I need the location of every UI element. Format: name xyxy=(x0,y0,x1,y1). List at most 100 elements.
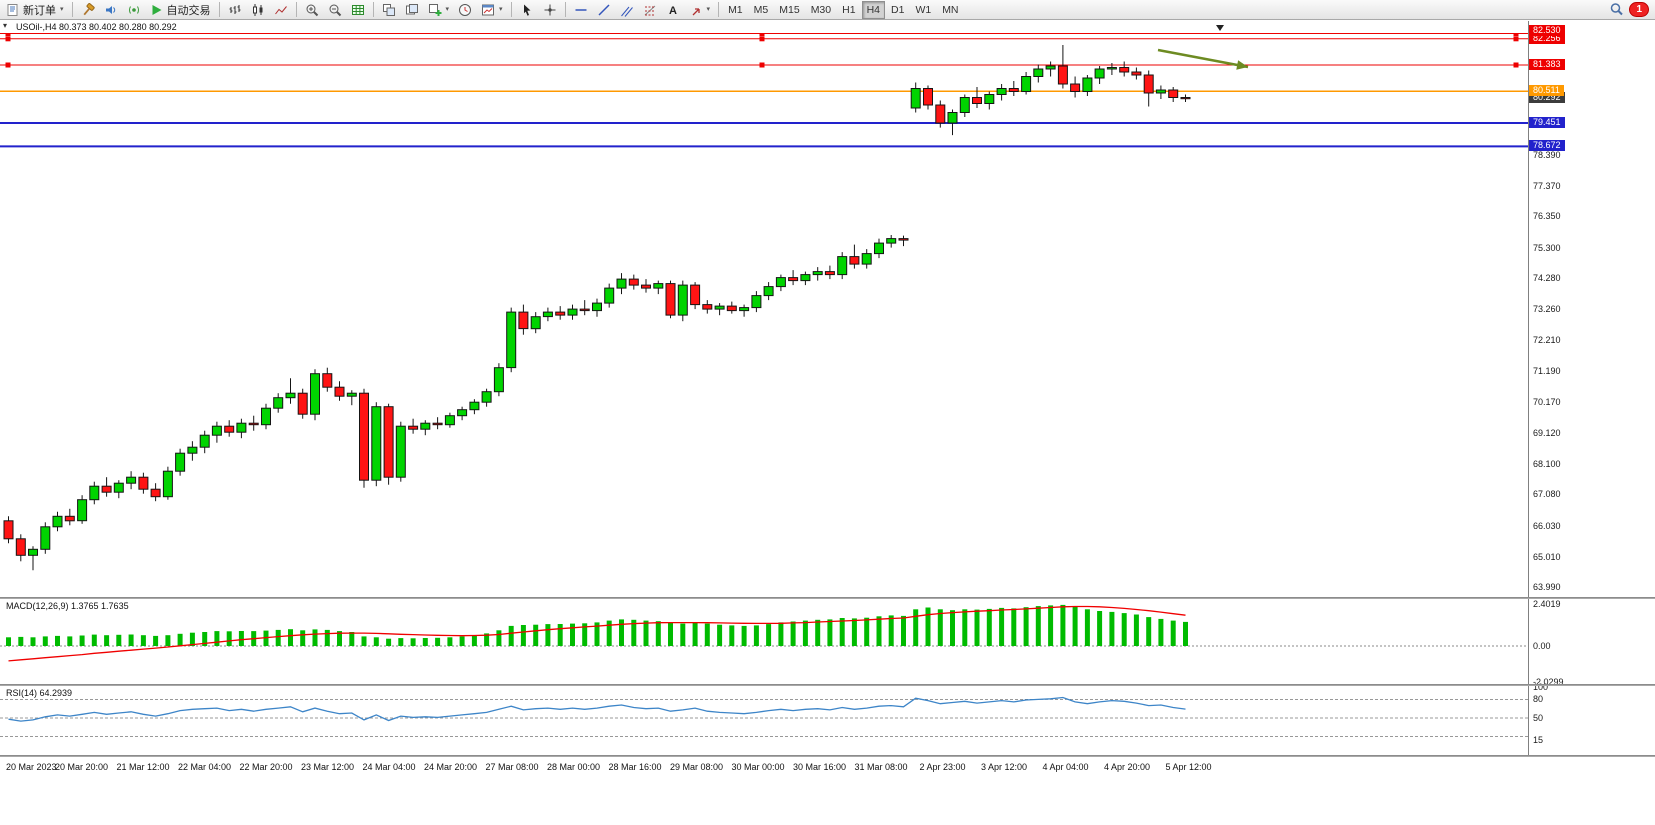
zoom-in-icon xyxy=(306,4,318,16)
separator xyxy=(510,2,512,17)
timeframe-m15-button[interactable]: M15 xyxy=(774,1,804,19)
macd-chart[interactable] xyxy=(0,599,1528,684)
time-axis-label: 20 Mar 20:00 xyxy=(54,762,109,772)
fibonacci-button[interactable] xyxy=(639,1,661,19)
new-order-button[interactable]: 新订单 ▾ xyxy=(2,1,68,19)
broadcast-button[interactable] xyxy=(123,1,145,19)
time-axis-label: 20 Mar 2023 xyxy=(6,762,57,772)
time-axis-label: 2 Apr 23:00 xyxy=(919,762,966,772)
search-icon xyxy=(1611,3,1624,16)
auto-trading-label: 自动交易 xyxy=(166,4,211,17)
time-axis-label: 3 Apr 12:00 xyxy=(980,762,1028,772)
time-axis-label: 22 Mar 04:00 xyxy=(177,762,232,772)
rsi-axis-tick: 80 xyxy=(1533,694,1544,705)
crosshair-button[interactable] xyxy=(539,1,561,19)
time-axis-label: 21 Mar 12:00 xyxy=(116,762,170,772)
rsi-label: RSI(14) 64.2939 xyxy=(6,688,73,698)
timeframe-h1-button[interactable]: H1 xyxy=(837,1,860,19)
bars-chart-icon xyxy=(229,4,241,14)
auto-trading-button[interactable]: 自动交易 xyxy=(146,1,215,19)
chart-menu-dropdown-icon[interactable]: ▾ xyxy=(3,21,8,30)
time-axis-label: 4 Apr 20:00 xyxy=(1103,762,1151,772)
search-button[interactable] xyxy=(1605,1,1628,19)
grid-button[interactable] xyxy=(347,1,369,19)
timeframe-d1-button[interactable]: D1 xyxy=(886,1,909,19)
timeframe-m5-button[interactable]: M5 xyxy=(749,1,774,19)
macd-label: MACD(12,26,9) 1.3765 1.7635 xyxy=(6,601,129,611)
chevron-down-icon: ▾ xyxy=(60,6,64,13)
price-axis-tick: 70.170 xyxy=(1533,396,1561,407)
rsi-axis-tick: 50 xyxy=(1533,713,1544,723)
price-axis-tick: 77.370 xyxy=(1533,180,1561,191)
arrows-icon xyxy=(692,7,700,15)
separator xyxy=(564,2,566,17)
time-axis-label: 4 Apr 04:00 xyxy=(1042,762,1089,772)
chevron-down-icon: ▾ xyxy=(499,6,503,13)
horizontal-line-button[interactable] xyxy=(570,1,592,19)
channel-icon xyxy=(620,6,633,17)
text-icon: A xyxy=(669,5,677,17)
price-axis-tick: 72.210 xyxy=(1533,335,1561,346)
time-axis-label: 28 Mar 00:00 xyxy=(546,762,601,772)
line-chart-icon xyxy=(274,5,287,14)
new-order-label: 新订单 xyxy=(23,4,56,17)
zoom-in-button[interactable] xyxy=(301,1,323,19)
timeframe-w1-button[interactable]: W1 xyxy=(910,1,936,19)
timeframe-mn-button[interactable]: MN xyxy=(937,1,963,19)
template-icon xyxy=(482,4,495,15)
time-axis-label: 24 Mar 04:00 xyxy=(362,762,416,772)
separator xyxy=(295,2,297,17)
macd-axis-tick: 2.4019 xyxy=(1533,599,1561,609)
trendline-button[interactable] xyxy=(593,1,615,19)
zoom-out-icon xyxy=(329,4,341,16)
time-axis-label: 5 Apr 12:00 xyxy=(1165,762,1212,772)
new-order-icon xyxy=(7,3,18,16)
clock-icon xyxy=(459,3,472,16)
price-axis-tick: 76.350 xyxy=(1533,211,1561,222)
timeframe-h4-button[interactable]: H4 xyxy=(861,0,885,19)
price-axis-tick: 78.390 xyxy=(1533,149,1561,160)
notification-badge[interactable]: 1 xyxy=(1629,2,1649,17)
price-axis-tick: 69.120 xyxy=(1533,428,1561,439)
price-axis-tick: 65.010 xyxy=(1533,551,1561,562)
cascade-windows-button[interactable] xyxy=(401,1,423,19)
zoom-out-button[interactable] xyxy=(324,1,346,19)
text-button[interactable]: A xyxy=(662,1,684,19)
cursor-button[interactable] xyxy=(516,1,538,19)
channel-button[interactable] xyxy=(616,1,638,19)
timeframe-m1-button[interactable]: M1 xyxy=(723,1,748,19)
clock-button[interactable] xyxy=(454,1,476,19)
tile-windows-button[interactable] xyxy=(378,1,400,19)
time-axis-label: 23 Mar 12:00 xyxy=(300,762,355,772)
svg-text:A: A xyxy=(669,5,677,17)
arrows-button[interactable]: ▾ xyxy=(685,1,715,19)
price-axis-tick: 75.300 xyxy=(1533,242,1561,253)
time-axis-label: 29 Mar 08:00 xyxy=(669,762,724,772)
candlestick-chart-button[interactable] xyxy=(247,1,269,19)
price-axis-tick: 68.100 xyxy=(1533,458,1561,469)
price-chart[interactable] xyxy=(0,33,1528,597)
rsi-chart[interactable] xyxy=(0,686,1528,755)
modify-button[interactable] xyxy=(77,1,99,19)
candlestick-icon xyxy=(252,3,263,16)
template-button[interactable]: ▾ xyxy=(477,1,507,19)
cascade-windows-icon xyxy=(405,3,418,14)
panel-divider[interactable] xyxy=(0,755,1655,757)
add-chart-button[interactable]: ▾ xyxy=(424,1,454,19)
separator xyxy=(218,2,220,17)
panel-divider[interactable] xyxy=(0,684,1655,686)
panel-divider[interactable] xyxy=(0,597,1655,599)
macd-axis-tick: -2.0299 xyxy=(1533,676,1564,687)
chart-title: USOil-,H4 80.373 80.402 80.280 80.292 xyxy=(16,22,177,32)
sound-button[interactable] xyxy=(100,1,122,19)
cursor-icon xyxy=(523,4,531,16)
bars-chart-button[interactable] xyxy=(224,1,246,19)
play-icon xyxy=(152,4,162,15)
timeframe-m30-button[interactable]: M30 xyxy=(806,1,836,19)
chevron-down-icon: ▾ xyxy=(706,6,711,13)
price-axis-tick: 63.990 xyxy=(1533,582,1561,593)
macd-axis-tick: 0.00 xyxy=(1533,641,1551,651)
line-chart-button[interactable] xyxy=(270,1,292,19)
hammer-icon xyxy=(83,2,95,15)
